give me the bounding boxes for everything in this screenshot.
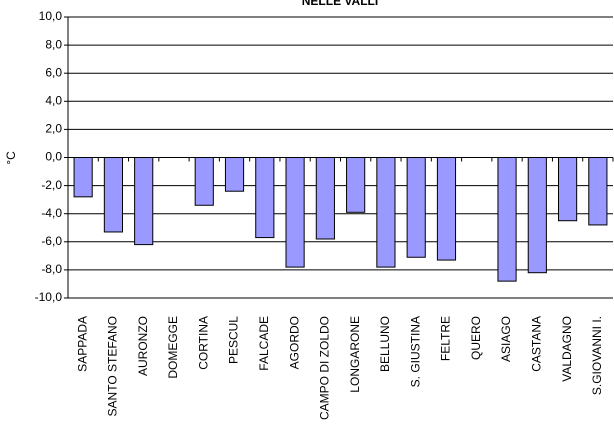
x-tick-label: S. GIUSTINA	[408, 316, 422, 387]
x-tick-label: CASTANA	[529, 316, 543, 372]
bar	[406, 157, 426, 258]
x-tick-label: ASIAGO	[499, 316, 513, 362]
y-axis-label: °C	[4, 151, 18, 165]
x-tick-label: SANTO STEFANO	[106, 316, 120, 416]
x-tick-label: QUERO	[469, 316, 483, 360]
x-tick-label: FALCADE	[257, 316, 271, 371]
bar	[588, 157, 608, 226]
y-tick-label: -2,0	[41, 178, 62, 192]
bar	[255, 157, 275, 239]
y-tick-label: 10,0	[39, 9, 63, 23]
y-tick-label: -10,0	[35, 290, 63, 304]
x-tick-label: AGORDO	[287, 316, 301, 369]
y-tick-label: 4,0	[45, 93, 62, 107]
chart-title: NELLE VALLI	[302, 0, 378, 8]
y-tick-label: 6,0	[45, 65, 62, 79]
y-tick-label: 0,0	[45, 150, 62, 164]
x-tick-label: FELTRE	[439, 316, 453, 361]
y-tick-label: 2,0	[45, 122, 62, 136]
x-tick-label: CAMPO DI ZOLDO	[318, 316, 332, 420]
bar	[527, 157, 547, 274]
x-tick-label: DOMEGGE	[166, 316, 180, 379]
bar	[224, 157, 245, 192]
bar	[103, 157, 124, 233]
x-tick-label: BELLUNO	[378, 316, 392, 372]
x-tick-label: LONGARONE	[348, 316, 362, 393]
bar	[285, 157, 305, 268]
x-tick-label: PESCUL	[227, 316, 241, 364]
bar	[346, 157, 366, 213]
bar	[497, 157, 517, 282]
y-tick-label: -4,0	[41, 206, 62, 220]
bar	[73, 157, 93, 198]
x-tick-label: S.GIOVANNI I.	[590, 316, 604, 395]
bar	[436, 157, 457, 261]
bar	[376, 157, 396, 268]
y-tick-label: -8,0	[41, 262, 62, 276]
bar	[134, 157, 154, 246]
x-tick-label: VALDAGNO	[560, 316, 574, 382]
y-tick-label: 8,0	[45, 37, 62, 51]
y-tick-label: -6,0	[41, 234, 62, 248]
x-tick-label: AURONZO	[136, 316, 150, 376]
bar	[558, 157, 578, 222]
x-tick-label: CORTINA	[196, 316, 210, 370]
bar	[194, 157, 214, 206]
x-tick-label: SAPPADA	[75, 316, 89, 372]
bar	[315, 157, 335, 240]
